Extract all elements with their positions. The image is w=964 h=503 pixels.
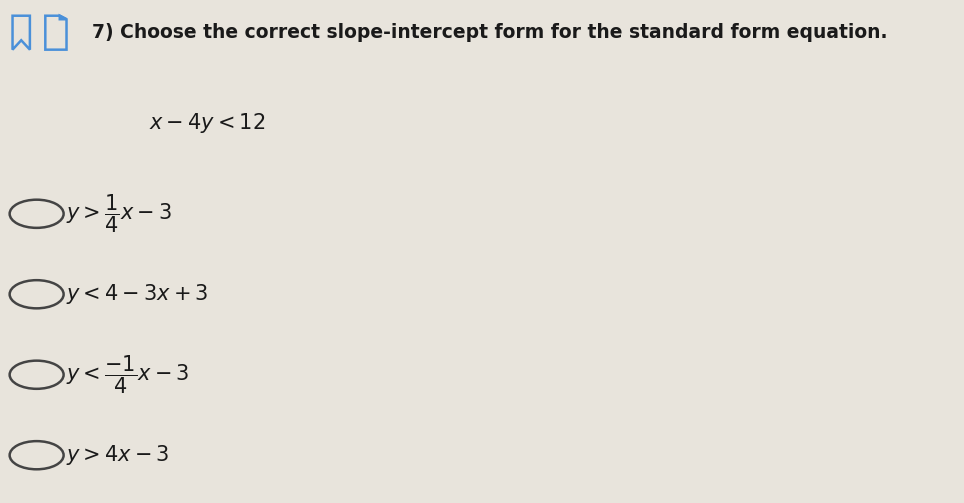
Text: $y > \dfrac{1}{4}x - 3$: $y > \dfrac{1}{4}x - 3$ <box>66 193 172 235</box>
Text: 7) Choose the correct slope-intercept form for the standard form equation.: 7) Choose the correct slope-intercept fo… <box>92 23 887 42</box>
Text: $y < \dfrac{-1}{4}x - 3$: $y < \dfrac{-1}{4}x - 3$ <box>66 354 189 396</box>
Text: $y > 4x - 3$: $y > 4x - 3$ <box>66 443 169 467</box>
Text: $x - 4y < 12$: $x - 4y < 12$ <box>149 111 266 135</box>
Text: $y < 4 - 3x + 3$: $y < 4 - 3x + 3$ <box>66 282 208 306</box>
